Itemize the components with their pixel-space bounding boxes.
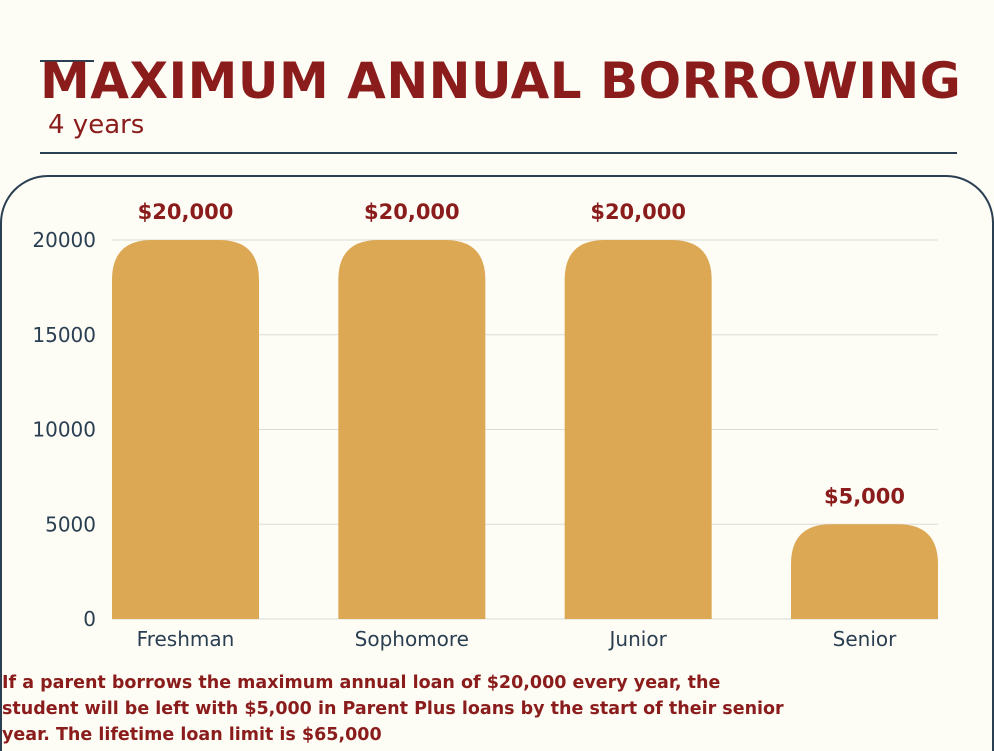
bar-junior — [564, 240, 712, 619]
data-labels: $20,000 $20,000 $20,000 $5,000 — [138, 200, 905, 508]
data-label-sophomore: $20,000 — [364, 200, 460, 224]
y-tick-label: 15000 — [32, 323, 96, 347]
y-tick-label: 5000 — [45, 512, 96, 536]
bar-senior — [791, 524, 938, 619]
data-label-junior: $20,000 — [590, 200, 686, 224]
bar-freshman — [112, 240, 259, 619]
page-title: MAXIMUM ANNUAL BORROWING — [40, 52, 962, 110]
x-tick-label-freshman: Freshman — [137, 627, 235, 651]
footnote-text: If a parent borrows the maximum annual l… — [2, 673, 784, 745]
header-divider — [40, 152, 957, 154]
y-tick-label: 20000 — [32, 228, 96, 252]
page-subtitle: 4 years — [48, 110, 145, 140]
y-tick-label: 10000 — [32, 418, 96, 442]
x-axis-ticks: Freshman Sophomore Junior Senior — [137, 627, 897, 651]
title-accent-line — [40, 60, 94, 62]
y-axis-ticks: 0 5000 10000 15000 20000 — [32, 228, 96, 631]
x-tick-label-senior: Senior — [833, 627, 897, 651]
x-tick-label-junior: Junior — [608, 627, 668, 651]
data-label-senior: $5,000 — [824, 484, 905, 508]
y-tick-label: 0 — [83, 607, 96, 631]
chart-frame — [0, 175, 994, 751]
data-label-freshman: $20,000 — [138, 200, 234, 224]
x-tick-label-sophomore: Sophomore — [355, 627, 469, 651]
bar-sophomore — [338, 240, 486, 619]
bars — [112, 240, 938, 619]
